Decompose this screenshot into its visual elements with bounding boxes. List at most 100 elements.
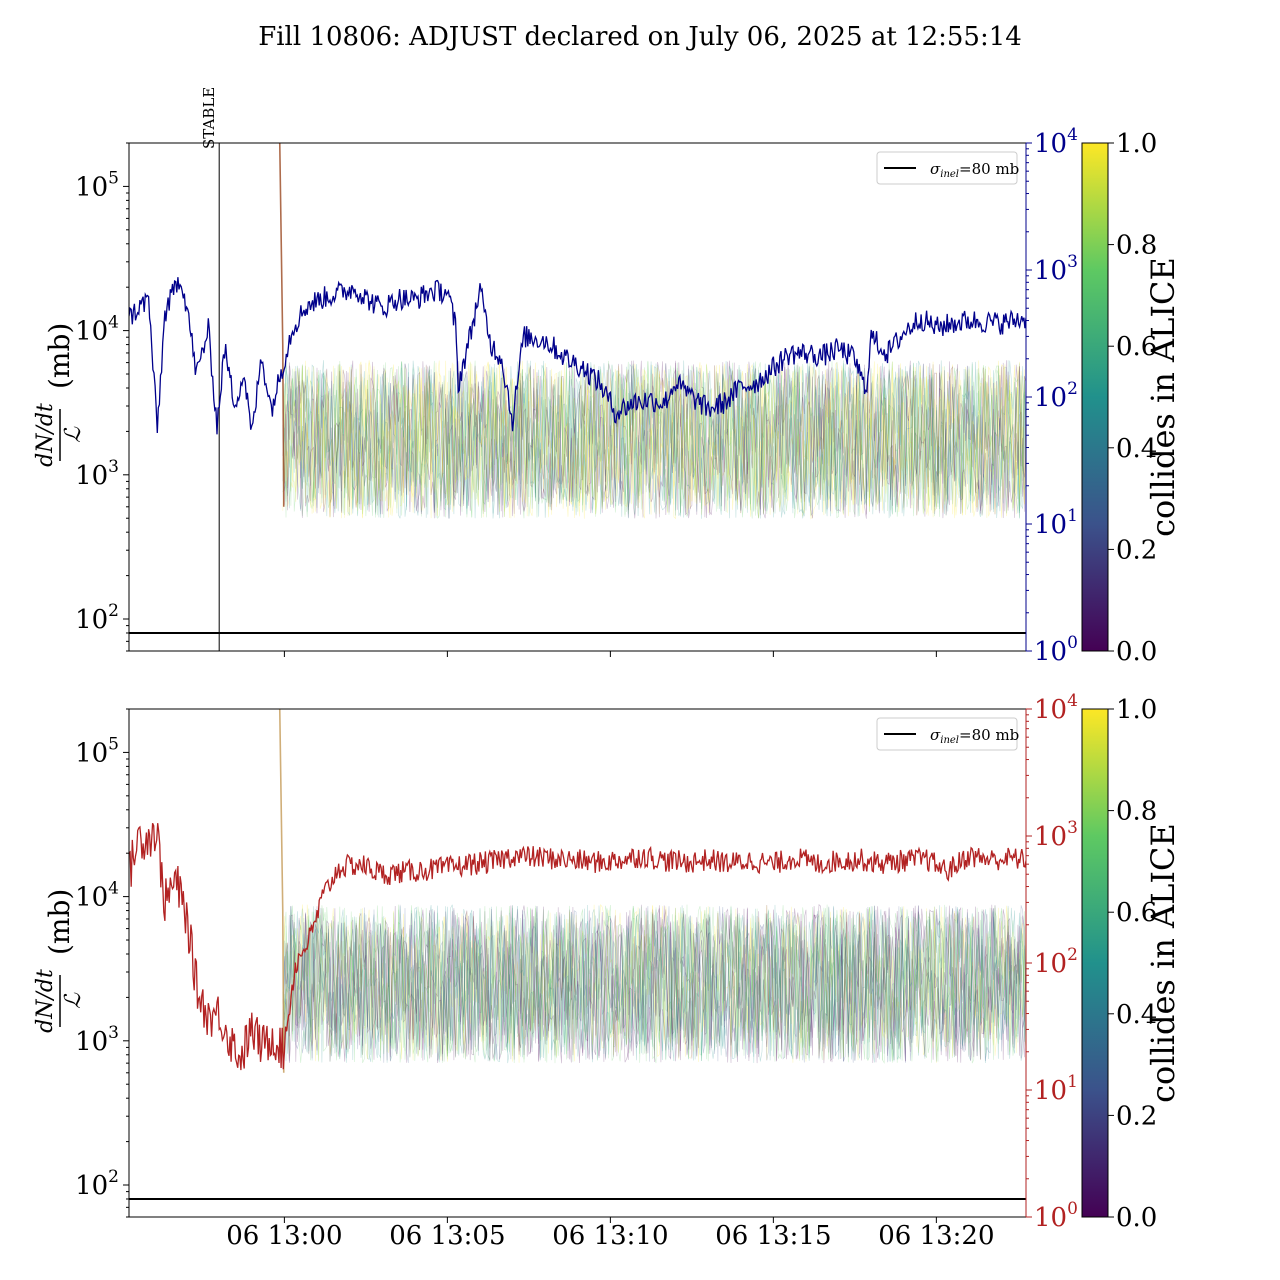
legend-subscript: inel	[940, 169, 959, 180]
y2-tick-exp: 2	[1067, 379, 1078, 399]
y2-tick-exp: 0	[1067, 1199, 1078, 1219]
bunch-trace	[282, 360, 1026, 519]
y2-tick-exp: 3	[1067, 252, 1078, 272]
legend-sigma: σ	[930, 726, 941, 744]
y2-tick-exp: 1	[1067, 1072, 1078, 1092]
colorbar-tick-label: 0.2	[1116, 535, 1157, 565]
bunch-trace	[282, 904, 1026, 1063]
y-label-unit: (mb)	[43, 323, 76, 389]
y2-tick-exp: 2	[1067, 945, 1078, 965]
y2-tick-label: 100	[1034, 633, 1078, 667]
legend: σinel=80 mb	[876, 151, 1019, 185]
bunch-trace	[282, 360, 1026, 519]
legend-box	[876, 717, 1018, 751]
y2-tick-label: 101	[1034, 506, 1078, 540]
y-label-unit: (mb)	[43, 889, 76, 955]
legend-label: σinel=80 mb	[930, 160, 1019, 180]
colorbar-gradient	[1081, 708, 1109, 1218]
y-tick-base: 10	[75, 605, 108, 635]
bunch-trace	[282, 905, 1026, 1064]
bunch-trace	[282, 360, 1026, 519]
y2-tick-base: 10	[1034, 822, 1067, 852]
y-axis-label: dN/dt ℒ (mb)	[33, 889, 86, 1033]
y-tick-label: 103	[75, 1023, 119, 1057]
y-tick-exp: 4	[108, 313, 119, 333]
y-tick-label: 102	[75, 601, 119, 635]
x-tick-label: 06 13:00	[226, 1221, 342, 1251]
colorbar: 0.0 0.2 0.4 0.6 0.8 1.0 collides in ALICE	[1081, 695, 1182, 1233]
x-tick-label: 06 13:10	[552, 1221, 668, 1251]
y2-tick-exp: 4	[1067, 691, 1078, 711]
y-axis-label: dN/dt ℒ (mb)	[33, 323, 86, 467]
y2-tick-base: 10	[1034, 510, 1067, 540]
bunch-trace	[282, 904, 1026, 1063]
y2-tick-label: 102	[1034, 945, 1078, 979]
colorbar-tick-label: 0.0	[1116, 1203, 1157, 1233]
legend-box	[876, 151, 1018, 185]
y-tick-base: 10	[75, 461, 108, 491]
y2-tick-base: 10	[1034, 1076, 1067, 1106]
bunch-traces	[278, 709, 1026, 1073]
y2-tick-label: 103	[1034, 252, 1078, 286]
y2-tick-base: 10	[1034, 256, 1067, 286]
legend-rest: =80 mb	[959, 160, 1019, 178]
bunch-trace	[282, 905, 1026, 1064]
y-tick-exp: 2	[108, 1167, 119, 1187]
y2-tick-label: 101	[1034, 1072, 1078, 1106]
y-label-denominator: ℒ	[61, 992, 86, 1009]
y2-tick-exp: 4	[1067, 125, 1078, 145]
y-tick-label: 104	[75, 313, 119, 347]
y2-tick-base: 10	[1034, 949, 1067, 979]
y2-tick-base: 10	[1034, 1203, 1067, 1233]
colorbar-tick-label: 0.4	[1116, 434, 1157, 464]
bunch-trace	[282, 904, 1026, 1064]
bunch-trace	[282, 360, 1026, 519]
y2-tick-label: 104	[1034, 125, 1078, 159]
colorbar-tick-label: 1.0	[1116, 129, 1157, 159]
bunch-traces	[278, 143, 1026, 520]
y2-tick-label: 103	[1034, 818, 1078, 852]
y-tick-base: 10	[75, 1027, 108, 1057]
bunch-trace	[282, 360, 1026, 519]
colorbar-tick-label: 0.8	[1116, 797, 1157, 827]
colorbar-tick-label: 0.0	[1116, 637, 1157, 667]
y-tick-base: 10	[75, 317, 108, 347]
bunch-trace	[282, 360, 1026, 519]
y-tick-label: 105	[75, 734, 119, 768]
colorbar-tick-label: 0.8	[1116, 231, 1157, 261]
bunch-trace	[282, 360, 1026, 520]
colorbar-label: collides in ALICE	[1144, 823, 1182, 1103]
plot-area	[129, 143, 1026, 651]
x-tick-label: 06 13:05	[389, 1221, 505, 1251]
bunch-trace	[282, 904, 1026, 1064]
legend-rest: =80 mb	[959, 726, 1019, 744]
y-tick-exp: 5	[108, 168, 119, 188]
colorbar-tick-label: 0.2	[1116, 1101, 1157, 1131]
bunch-trace	[282, 905, 1026, 1063]
rate-series-line	[129, 822, 1026, 1071]
y-tick-exp: 2	[108, 601, 119, 621]
colorbar-tick-label: 0.6	[1116, 332, 1157, 362]
figure-title: Fill 10806: ADJUST declared on July 06, …	[258, 22, 1022, 52]
y-tick-label: 102	[75, 1167, 119, 1201]
y2-tick-base: 10	[1034, 383, 1067, 413]
bunch-trace	[282, 904, 1026, 1064]
bunch-trace	[282, 904, 1026, 1063]
y-tick-label: 104	[75, 879, 119, 913]
y-label-denominator: ℒ	[61, 426, 86, 443]
y2-tick-label: 102	[1034, 379, 1078, 413]
stable-label: STABLE	[200, 87, 218, 149]
bunch-trace	[282, 360, 1026, 519]
colorbar-tick-label: 1.0	[1116, 695, 1157, 725]
bunch-trace	[282, 360, 1026, 519]
legend-subscript: inel	[940, 735, 959, 746]
bunch-trace	[282, 360, 1026, 519]
startup-trace	[278, 709, 285, 1073]
bunch-trace	[282, 360, 1026, 519]
y-tick-exp: 5	[108, 734, 119, 754]
y2-tick-base: 10	[1034, 129, 1067, 159]
startup-trace	[278, 143, 285, 507]
bunch-trace	[282, 360, 1026, 519]
